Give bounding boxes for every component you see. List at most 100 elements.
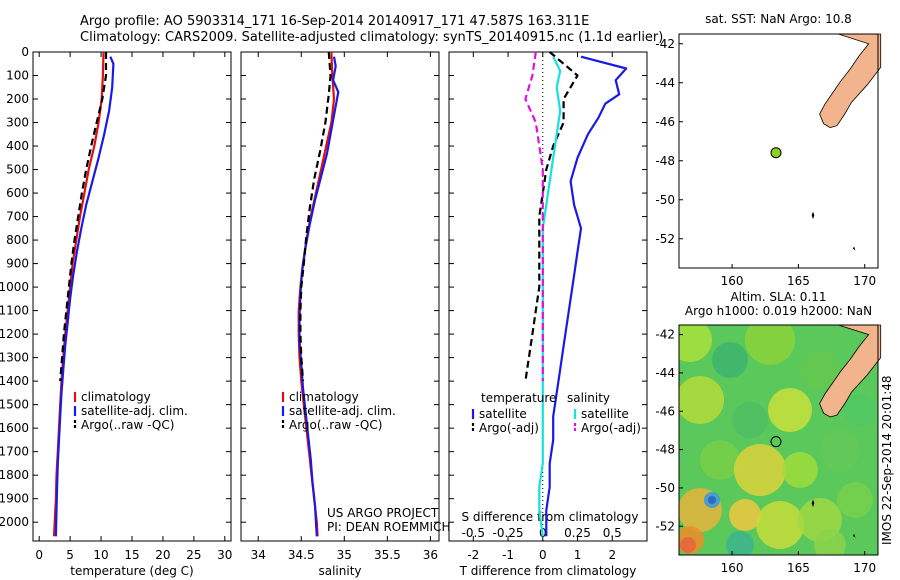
new-zealand-land bbox=[819, 33, 882, 129]
map-y-tick-label: -44 bbox=[655, 76, 675, 90]
auckland-island bbox=[811, 211, 815, 220]
sla-blob bbox=[756, 501, 804, 549]
x-tick-label: 10 bbox=[93, 548, 108, 562]
series-difference-salinity-argo-adj- bbox=[524, 51, 544, 382]
s-tick-label: 0.5 bbox=[603, 526, 622, 540]
sla-blob bbox=[700, 440, 740, 480]
y-tick-label: 1100 bbox=[0, 304, 29, 318]
sla-blob bbox=[768, 388, 812, 432]
map-title-sla-line1: Altim. SLA: 0.11 bbox=[730, 290, 826, 304]
x-tick-label: 25 bbox=[186, 548, 201, 562]
y-tick-label: 1400 bbox=[0, 374, 29, 388]
campbell-island bbox=[852, 246, 856, 251]
y-tick-label: 1000 bbox=[0, 280, 29, 294]
sla-blob bbox=[837, 482, 873, 518]
x-axis-label: temperature (deg C) bbox=[70, 564, 193, 578]
x-tick-label: 5 bbox=[66, 548, 74, 562]
map-y-tick-label: -42 bbox=[655, 328, 675, 342]
map-y-tick-label: -52 bbox=[655, 519, 675, 533]
x-tick-label: 15 bbox=[124, 548, 139, 562]
pi-credit: PI: DEAN ROEMMICH bbox=[327, 520, 451, 534]
legend-temperature-title: temperature bbox=[481, 391, 556, 405]
x-tick-label: -2 bbox=[467, 548, 479, 562]
legend-salinity-title: salinity bbox=[567, 391, 610, 405]
y-tick-label: 900 bbox=[6, 257, 29, 271]
x-tick-label: 20 bbox=[155, 548, 170, 562]
x-tick-label: 35 bbox=[337, 548, 352, 562]
y-tick-label: 200 bbox=[6, 92, 29, 106]
y-tick-label: 1200 bbox=[0, 327, 29, 341]
map-y-tick-label: -42 bbox=[655, 37, 675, 51]
series-temperature-satellite-adj-clim- bbox=[54, 56, 115, 537]
map-y-tick-label: -46 bbox=[655, 115, 675, 129]
s-tick-label: 0.25 bbox=[564, 526, 591, 540]
series-difference-temperature-satellite bbox=[545, 55, 628, 537]
profile-location-marker bbox=[770, 436, 782, 448]
y-tick-label: 2000 bbox=[0, 515, 29, 529]
x-tick-label: 1 bbox=[574, 548, 582, 562]
plot-title-line1: Argo profile: AO 5903314_171 16-Sep-2014… bbox=[80, 14, 590, 29]
legend-sal-argo-label: Argo(-adj) bbox=[581, 421, 641, 435]
sla-blob bbox=[782, 452, 818, 488]
y-tick-label: 300 bbox=[6, 116, 29, 130]
series-temperature-argo-raw-qc- bbox=[59, 52, 108, 382]
map-x-tick-label: 165 bbox=[787, 561, 810, 575]
sla-blob bbox=[712, 342, 748, 378]
plot-title-line2: Climatology: CARS2009. Satellite-adjuste… bbox=[80, 30, 664, 45]
map-frame-sla bbox=[678, 324, 879, 556]
y-tick-label: 1900 bbox=[0, 492, 29, 506]
new-zealand-land bbox=[819, 324, 882, 418]
y-tick-label: 800 bbox=[6, 233, 29, 247]
sla-field bbox=[679, 325, 878, 555]
sla-blob bbox=[844, 394, 876, 426]
legend-temp-satellite-label: satellite bbox=[479, 407, 527, 421]
s-axis-label: S difference from climatology bbox=[462, 510, 639, 524]
series-difference-salinity-satellite bbox=[538, 56, 562, 537]
y-tick-label: 700 bbox=[6, 210, 29, 224]
legend-temperature-2-label: Argo(..raw -QC) bbox=[81, 418, 174, 432]
map-x-tick-label: 170 bbox=[853, 274, 876, 288]
legend-sal-satellite-label: satellite bbox=[581, 407, 629, 421]
sla-blob bbox=[680, 537, 696, 553]
x-tick-label: 34.5 bbox=[288, 548, 315, 562]
sla-blob bbox=[800, 350, 840, 390]
legend-temperature-0-label: climatology bbox=[81, 390, 151, 404]
map-title-sst: sat. SST: NaN Argo: 10.8 bbox=[705, 12, 852, 26]
y-tick-label: 1800 bbox=[0, 468, 29, 482]
panel-frame-difference bbox=[448, 51, 648, 542]
sla-blob bbox=[679, 376, 724, 424]
x-tick-label: 35.5 bbox=[374, 548, 401, 562]
map-x-tick-label: 160 bbox=[721, 561, 744, 575]
panel-frame-salinity bbox=[240, 51, 440, 542]
map-y-tick-label: -46 bbox=[655, 404, 675, 418]
y-tick-label: 500 bbox=[6, 163, 29, 177]
sla-blob bbox=[820, 430, 860, 470]
sla-blob bbox=[814, 529, 846, 555]
x-tick-label: 0 bbox=[35, 548, 43, 562]
x-axis-label: salinity bbox=[318, 564, 361, 578]
map-x-tick-label: 160 bbox=[721, 274, 744, 288]
y-tick-label: 1500 bbox=[0, 398, 29, 412]
legend-salinity-0-label: climatology bbox=[289, 390, 359, 404]
map-y-tick-label: -50 bbox=[655, 193, 675, 207]
sla-blob bbox=[679, 325, 712, 362]
y-tick-label: 1700 bbox=[0, 445, 29, 459]
series-difference-temperature-argo-adj- bbox=[524, 51, 579, 382]
profile-location-marker bbox=[770, 147, 782, 159]
legend-salinity-1-label: satellite-adj. clim. bbox=[289, 404, 396, 418]
auckland-island bbox=[811, 499, 815, 508]
legend-temperature-1-label: satellite-adj. clim. bbox=[81, 404, 188, 418]
x-tick-label: 36 bbox=[423, 548, 438, 562]
campbell-island bbox=[852, 533, 856, 538]
y-tick-label: 400 bbox=[6, 139, 29, 153]
x-tick-label: 0 bbox=[539, 548, 547, 562]
y-tick-label: 0 bbox=[21, 45, 29, 59]
y-tick-label: 600 bbox=[6, 186, 29, 200]
timestamp-stamp: IMOS 22-Sep-2014 20:01:48 bbox=[880, 375, 894, 545]
legend-temp-argo-label: Argo(-adj) bbox=[479, 421, 539, 435]
map-y-tick-label: -48 bbox=[655, 443, 675, 457]
map-frame-sst bbox=[678, 33, 879, 269]
map-x-tick-label: 165 bbox=[787, 274, 810, 288]
sla-blob bbox=[729, 499, 761, 531]
